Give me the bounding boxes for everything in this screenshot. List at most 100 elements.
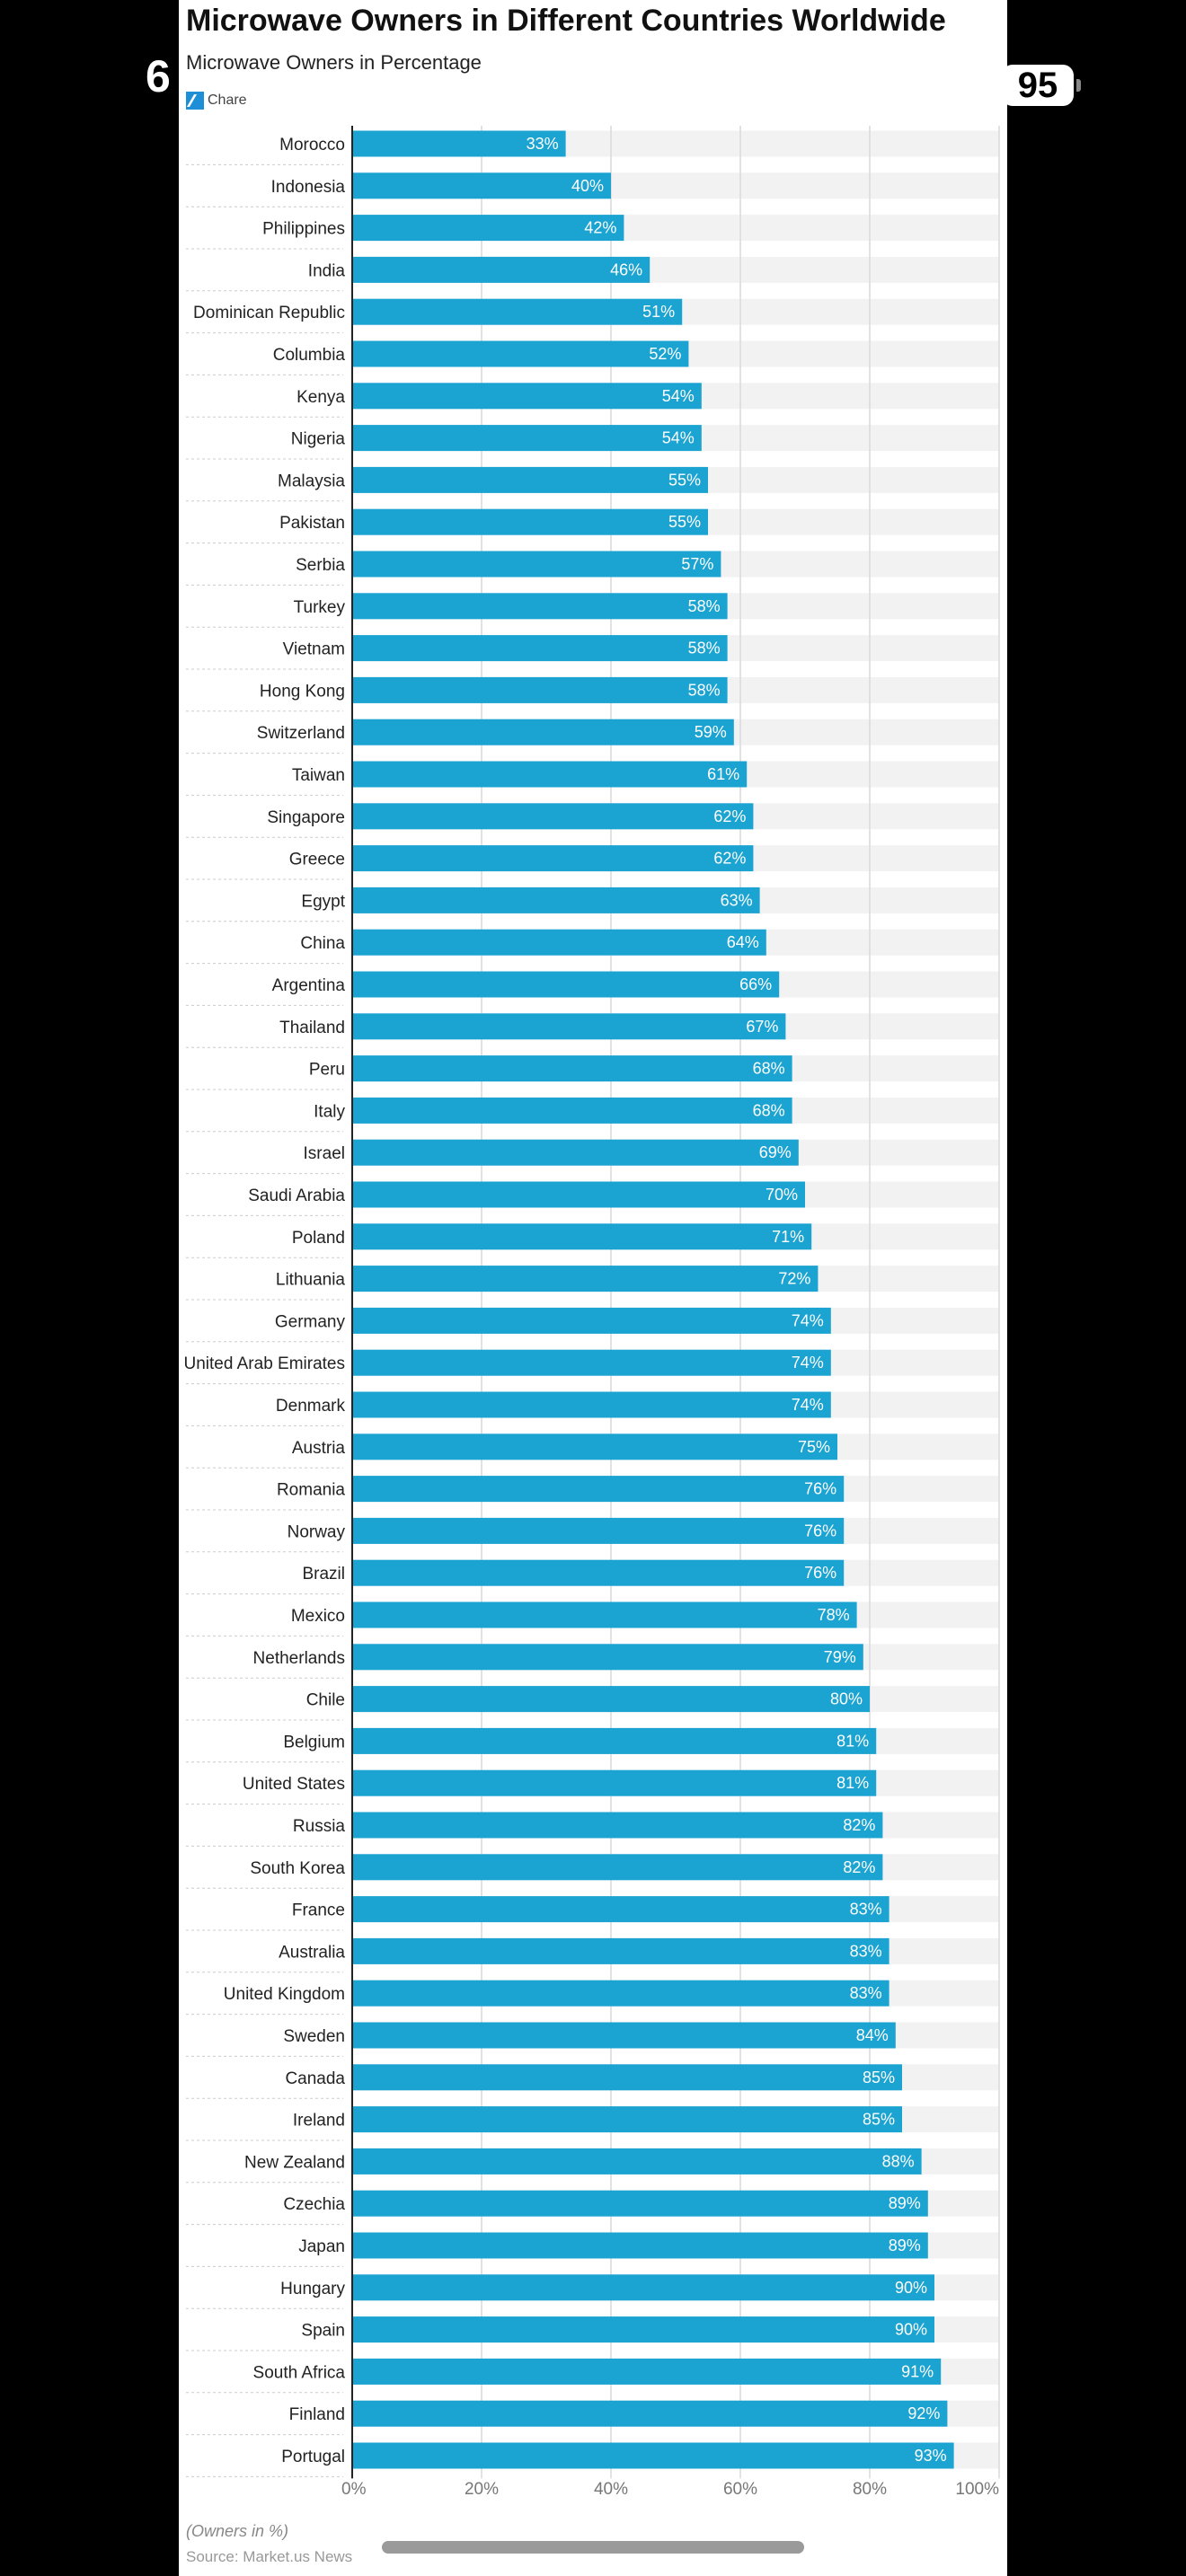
category-label: Pakistan <box>279 514 345 533</box>
bar <box>352 1223 812 1250</box>
bar-value-label: 62% <box>713 850 746 868</box>
bar-value-label: 81% <box>836 1774 869 1792</box>
bar <box>352 340 689 367</box>
bar-value-label: 93% <box>915 2447 947 2465</box>
source-note: Source: Market.us News <box>186 2548 353 2565</box>
bar-value-label: 79% <box>824 1648 856 1666</box>
bar-value-label: 88% <box>882 2152 915 2170</box>
bar-value-label: 83% <box>850 1942 882 1960</box>
bar <box>352 1097 792 1124</box>
bar <box>352 1517 845 1544</box>
bar <box>352 172 611 199</box>
bar-value-label: 55% <box>668 471 701 489</box>
bar-value-label: 58% <box>688 640 721 657</box>
category-label: South Korea <box>250 1859 345 1878</box>
category-label: Serbia <box>296 556 345 575</box>
bar <box>352 508 708 535</box>
category-label: Nigeria <box>291 430 346 449</box>
bar <box>352 635 728 662</box>
category-label: South Africa <box>253 2363 346 2382</box>
bar <box>352 1896 890 1923</box>
bar <box>352 2232 928 2259</box>
bar <box>352 2274 934 2301</box>
chart-title: Microwave Owners in Different Countries … <box>186 4 946 38</box>
category-label: Hong Kong <box>260 682 345 701</box>
bar <box>352 845 754 872</box>
bar <box>352 1181 805 1208</box>
bar-value-label: 66% <box>739 975 772 993</box>
bar-value-label: 68% <box>753 1060 785 1078</box>
bar <box>352 1055 792 1082</box>
bar-value-label: 78% <box>818 1606 850 1624</box>
bar-value-label: 74% <box>792 1311 824 1329</box>
battery-indicator: 95 <box>1002 65 1074 106</box>
category-label: Netherlands <box>253 1649 345 1668</box>
bar <box>352 2064 902 2091</box>
bar <box>352 1686 870 1713</box>
x-tick-label: 0% <box>341 2480 367 2499</box>
x-tick-label: 60% <box>723 2480 757 2499</box>
category-label: Austria <box>292 1439 346 1458</box>
category-label: India <box>308 261 346 280</box>
x-tick-label: 100% <box>955 2480 999 2499</box>
bar <box>352 298 683 325</box>
bar <box>352 593 728 620</box>
bar <box>352 971 780 998</box>
category-label: Denmark <box>276 1397 346 1416</box>
category-label: Belgium <box>283 1733 345 1751</box>
bar-value-label: 82% <box>843 1816 875 1834</box>
bar-value-label: 83% <box>850 1901 882 1919</box>
bar <box>352 2106 902 2133</box>
bar <box>352 256 651 283</box>
category-label: Morocco <box>279 136 345 154</box>
bar <box>352 1980 890 2007</box>
category-label: Sweden <box>283 2027 345 2046</box>
category-label: Finland <box>289 2405 345 2424</box>
logo-icon <box>186 92 204 110</box>
category-label: New Zealand <box>244 2153 345 2172</box>
category-label: Taiwan <box>292 766 345 785</box>
bar <box>352 761 748 788</box>
category-label: Ireland <box>293 2112 345 2130</box>
bar <box>352 1769 877 1796</box>
bar-value-label: 91% <box>901 2362 934 2380</box>
bar-value-label: 42% <box>584 219 616 237</box>
category-label: Philippines <box>262 220 345 239</box>
category-label: Greece <box>289 851 345 869</box>
bar <box>352 2358 942 2385</box>
bar <box>352 1854 883 1881</box>
bar <box>352 1391 831 1418</box>
bar-value-label: 74% <box>792 1354 824 1372</box>
bar <box>352 1013 786 1040</box>
category-label: Norway <box>288 1522 346 1541</box>
bar-value-label: 54% <box>662 387 695 405</box>
bar <box>352 1937 890 1964</box>
category-label: China <box>300 934 345 953</box>
brand-logo: Chare <box>186 90 247 111</box>
bar <box>352 1307 831 1334</box>
category-label: Australia <box>279 1943 345 1962</box>
bar <box>352 1139 799 1166</box>
home-indicator[interactable] <box>382 2541 804 2554</box>
bar-value-label: 83% <box>850 1984 882 2002</box>
bar <box>352 2148 922 2175</box>
bar <box>352 676 728 703</box>
category-label: Thailand <box>279 1019 345 1037</box>
bar <box>352 2442 954 2469</box>
axis-footnote: (Owners in %) <box>186 2522 289 2540</box>
category-label: Germany <box>275 1312 346 1331</box>
bar-value-label: 51% <box>642 303 675 321</box>
category-label: Egypt <box>301 892 345 911</box>
bar-value-label: 82% <box>843 1858 875 1876</box>
category-label: Singapore <box>267 808 345 827</box>
bar-value-label: 92% <box>907 2404 940 2422</box>
bar <box>352 1434 837 1460</box>
logo-text: Chare <box>208 93 247 108</box>
bar-value-label: 62% <box>713 807 746 825</box>
category-label: Mexico <box>291 1607 345 1626</box>
status-time: 6 <box>146 51 171 101</box>
category-label: Kenya <box>296 388 345 407</box>
bar <box>352 929 766 956</box>
category-label: Columbia <box>273 346 346 365</box>
